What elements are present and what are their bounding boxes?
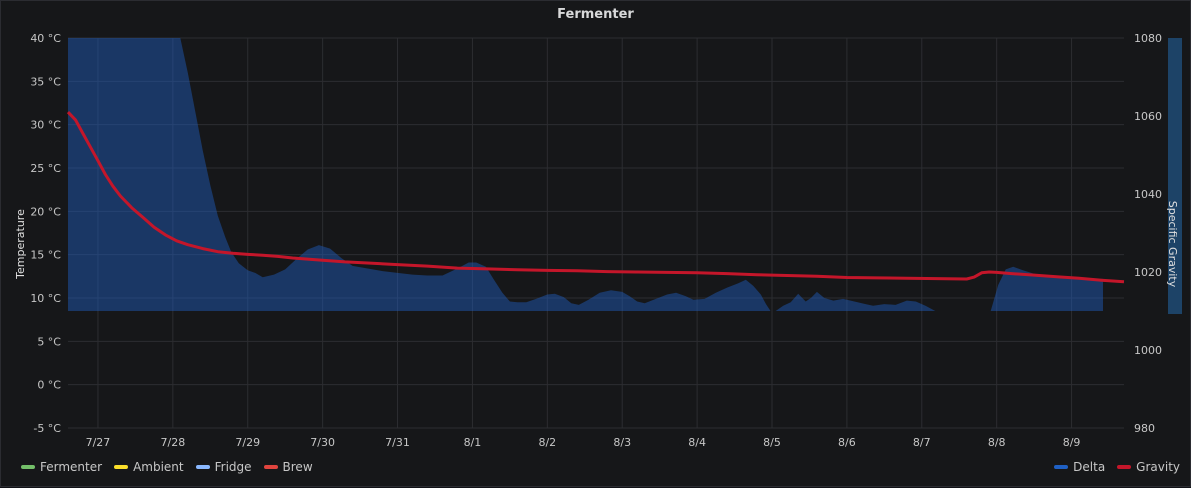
- x-axis-ticks: 7/27 7/28 7/29 7/30 7/31 8/1 8/2 8/3 8/4 8/5 8/6 8/…: [86, 436, 1081, 449]
- legend-label: Fridge: [214, 460, 252, 474]
- legend-label: Delta: [1073, 460, 1106, 474]
- x-tick-label: 8/6: [838, 436, 856, 449]
- axis-color-bar: [1168, 38, 1182, 314]
- y-axis-right-label: Specific Gravity: [1166, 201, 1179, 288]
- x-tick-label: 8/3: [613, 436, 631, 449]
- legend-item-fermenter[interactable]: Fermenter: [21, 460, 102, 474]
- legend-right: Delta Gravity: [1054, 460, 1180, 474]
- legend-label: Gravity: [1136, 460, 1180, 474]
- y-axis-left-label: Temperature: [14, 209, 27, 280]
- y-left-tick-label: -5 °C: [33, 422, 61, 435]
- series-area-delta[interactable]: [68, 38, 1103, 311]
- y-axis-left-ticks: 40 °C 35 °C 30 °C 25 °C 20 °C 15 °C 10 °C 5 °C 0…: [30, 32, 61, 435]
- legend-item-fridge[interactable]: Fridge: [195, 460, 252, 474]
- y-left-tick-label: 5 °C: [37, 335, 61, 348]
- legend-swatch: [1117, 465, 1132, 469]
- x-tick-label: 7/27: [86, 436, 111, 449]
- x-tick-label: 7/31: [385, 436, 410, 449]
- panel-title[interactable]: Fermenter: [557, 7, 634, 22]
- delta-area-layer: [68, 38, 1103, 311]
- y-right-tick-label: 1080: [1134, 32, 1162, 45]
- x-tick-label: 8/4: [688, 436, 706, 449]
- y-left-tick-label: 0 °C: [37, 379, 61, 392]
- legend-swatch: [1054, 465, 1069, 469]
- legend-swatch: [114, 465, 129, 469]
- x-tick-label: 7/30: [310, 436, 335, 449]
- legend-label: Ambient: [133, 460, 184, 474]
- x-tick-label: 8/8: [988, 436, 1006, 449]
- x-tick-label: 8/7: [913, 436, 931, 449]
- x-tick-label: 7/29: [235, 436, 260, 449]
- legend-swatch: [21, 465, 35, 469]
- x-tick-label: 8/2: [538, 436, 556, 449]
- legend-item-brew[interactable]: Brew: [263, 460, 313, 474]
- x-tick-label: 7/28: [160, 436, 185, 449]
- x-tick-label: 8/5: [763, 436, 781, 449]
- y-axis-right-ticks: 1080 1060 1040 1020 1000 980: [1134, 32, 1182, 435]
- legend-item-gravity[interactable]: Gravity: [1117, 460, 1180, 474]
- x-tick-label: 8/9: [1063, 436, 1081, 449]
- x-tick-label: 8/1: [464, 436, 482, 449]
- y-left-tick-label: 30 °C: [30, 119, 61, 132]
- legend-item-delta[interactable]: Delta: [1054, 460, 1105, 474]
- y-left-tick-label: 10 °C: [30, 292, 61, 305]
- y-right-tick-label: 1020: [1134, 266, 1162, 279]
- legend-item-ambient[interactable]: Ambient: [114, 460, 184, 474]
- series-line-gravity[interactable]: [66, 111, 1125, 284]
- legend-swatch: [195, 465, 210, 469]
- y-left-tick-label: 35 °C: [30, 75, 61, 88]
- series-lines-layer: [66, 111, 1125, 284]
- y-right-tick-label: 980: [1134, 422, 1155, 435]
- legend-label: Brew: [282, 460, 313, 474]
- grid-lines: [68, 37, 1124, 429]
- legend-left: Fermenter Ambient Fridge Brew: [21, 460, 313, 474]
- y-right-tick-label: 1000: [1134, 344, 1162, 357]
- y-right-tick-label: 1060: [1134, 110, 1162, 123]
- y-left-tick-label: 20 °C: [30, 205, 61, 218]
- y-left-tick-label: 40 °C: [30, 32, 61, 45]
- y-left-tick-label: 15 °C: [30, 249, 61, 262]
- legend-swatch: [263, 465, 278, 469]
- y-right-tick-label: 1040: [1134, 188, 1162, 201]
- y-left-tick-label: 25 °C: [30, 162, 61, 175]
- legend-label: Fermenter: [40, 460, 103, 474]
